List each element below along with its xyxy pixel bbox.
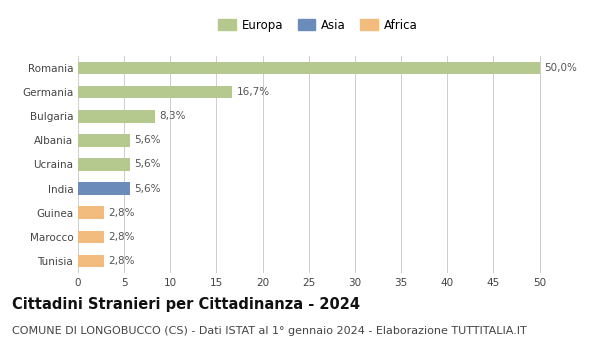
Text: 2,8%: 2,8% (109, 232, 135, 242)
Text: 2,8%: 2,8% (109, 256, 135, 266)
Bar (78, 110, 155, 122)
Text: 16,7%: 16,7% (237, 87, 270, 97)
Bar (78, 182, 130, 195)
Text: 5,6%: 5,6% (134, 135, 161, 145)
Bar (78, 231, 104, 243)
Bar (78, 158, 130, 171)
Text: COMUNE DI LONGOBUCCO (CS) - Dati ISTAT al 1° gennaio 2024 - Elaborazione TUTTITA: COMUNE DI LONGOBUCCO (CS) - Dati ISTAT a… (12, 326, 527, 336)
Bar (78, 86, 232, 98)
Bar (78, 206, 104, 219)
Legend: Europa, Asia, Africa: Europa, Asia, Africa (218, 19, 418, 32)
Text: 5,6%: 5,6% (134, 160, 161, 169)
Text: Cittadini Stranieri per Cittadinanza - 2024: Cittadini Stranieri per Cittadinanza - 2… (12, 298, 360, 313)
Text: 8,3%: 8,3% (159, 111, 186, 121)
Text: 50,0%: 50,0% (544, 63, 577, 73)
Bar (78, 134, 130, 147)
Text: 5,6%: 5,6% (134, 184, 161, 194)
Bar (78, 62, 539, 74)
Bar (78, 255, 104, 267)
Text: 2,8%: 2,8% (109, 208, 135, 218)
